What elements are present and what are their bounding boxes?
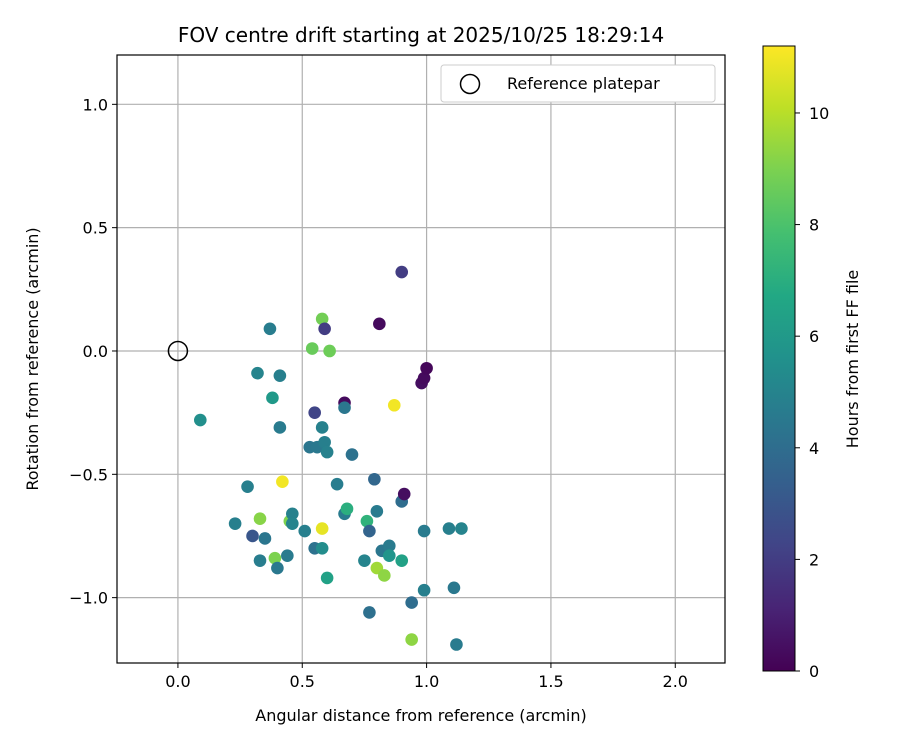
colorbar-tick-label: 6 — [809, 327, 819, 346]
scatter-point — [263, 322, 277, 336]
scatter-point — [246, 529, 259, 543]
scatter-point — [318, 435, 331, 449]
scatter-point — [360, 514, 374, 528]
scatter-point — [315, 312, 329, 326]
colorbar-tick-label: 10 — [809, 104, 829, 123]
scatter-point — [405, 633, 418, 646]
scatter-point — [340, 502, 354, 516]
scatter-point — [378, 569, 391, 582]
scatter-point — [286, 507, 299, 521]
scatter-point — [447, 581, 461, 595]
y-tick-label: 0.0 — [83, 342, 108, 361]
y-axis-ticks: −1.0 −0.5 0.0 0.5 1.0 — [69, 95, 117, 608]
scatter-point — [420, 361, 433, 375]
colorbar-tick-label: 0 — [809, 662, 819, 681]
x-tick-label: 1.0 — [414, 672, 439, 691]
scatter-point — [273, 421, 287, 434]
colorbar-tick-label: 2 — [809, 550, 819, 569]
scatter-point — [320, 571, 334, 585]
scatter-point — [368, 472, 381, 486]
legend: Reference platepar — [440, 64, 716, 103]
y-tick-label: −1.0 — [69, 589, 108, 608]
scatter-point — [273, 369, 287, 382]
scatter-point — [228, 517, 242, 530]
colorbar-tick-label: 4 — [809, 439, 819, 458]
y-tick-label: 1.0 — [83, 95, 108, 114]
scatter-point — [382, 539, 396, 553]
y-axis-label: Rotation from reference (arcmin) — [23, 227, 42, 490]
scatter-point — [271, 561, 284, 575]
scatter-point — [253, 512, 267, 526]
scatter-point — [251, 366, 264, 380]
x-tick-label: 0.5 — [290, 672, 315, 691]
scatter-point — [194, 413, 207, 427]
x-tick-label: 0.0 — [165, 672, 190, 691]
scatter-point — [405, 596, 418, 609]
y-tick-label: −0.5 — [69, 465, 108, 484]
x-tick-label: 2.0 — [663, 672, 688, 691]
scatter-point — [258, 532, 272, 545]
x-tick-label: 1.5 — [538, 672, 563, 691]
legend-reference-marker — [459, 73, 481, 95]
scatter-point — [286, 517, 299, 530]
scatter-point — [305, 342, 319, 355]
scatter-point — [308, 406, 321, 419]
colorbar-label: Hours from first FF file — [843, 270, 862, 449]
y-tick-label: 0.5 — [83, 219, 108, 238]
scatter-point — [268, 551, 282, 565]
scatter-point — [442, 522, 456, 535]
scatter-point — [455, 522, 468, 535]
scatter-point — [323, 344, 336, 358]
scatter-point — [281, 549, 294, 563]
colorbar-gradient — [762, 45, 796, 672]
scatter-point — [363, 606, 376, 619]
scatter-point — [395, 554, 409, 567]
scatter-point — [397, 487, 411, 501]
plot-frame — [116, 54, 726, 664]
chart-title: FOV centre drift starting at 2025/10/25 … — [178, 23, 664, 47]
scatter-point — [417, 371, 431, 385]
scatter-point — [363, 524, 376, 538]
reference-marker-layer — [167, 340, 189, 362]
colorbar-ticks: 0 2 4 6 8 10 — [795, 104, 829, 681]
scatter-points — [194, 265, 468, 651]
scatter-point — [253, 554, 267, 567]
scatter-point — [382, 549, 396, 563]
scatter-point — [358, 554, 371, 567]
scatter-point — [315, 421, 329, 434]
colorbar: 0 2 4 6 8 10 Hours from first FF file — [762, 45, 862, 681]
reference-platepar-marker — [167, 340, 189, 362]
colorbar-tick-label: 8 — [809, 216, 819, 235]
scatter-point — [338, 401, 351, 415]
scatter-point — [266, 391, 279, 405]
legend-entry-reference: Reference platepar — [507, 74, 660, 93]
scatter-point — [320, 445, 334, 459]
scatter-point — [395, 265, 409, 279]
grid-lines — [117, 55, 725, 663]
scatter-point — [298, 524, 312, 538]
scatter-point — [315, 542, 329, 555]
x-axis-ticks: 0.0 0.5 1.0 1.5 2.0 — [165, 663, 688, 691]
scatter-point — [330, 477, 344, 491]
scatter-point — [318, 322, 331, 336]
scatter-point — [276, 475, 289, 489]
scatter-point — [387, 398, 401, 412]
scatter-point — [417, 583, 431, 597]
scatter-point — [241, 480, 254, 493]
legend-box — [440, 64, 716, 103]
scatter-point — [315, 522, 329, 535]
scatter-point — [417, 524, 431, 538]
x-axis-label: Angular distance from reference (arcmin) — [255, 706, 586, 725]
scatter-point — [373, 317, 386, 331]
scatter-point — [450, 638, 463, 651]
scatter-point — [345, 448, 359, 461]
scatter-point — [370, 505, 384, 518]
